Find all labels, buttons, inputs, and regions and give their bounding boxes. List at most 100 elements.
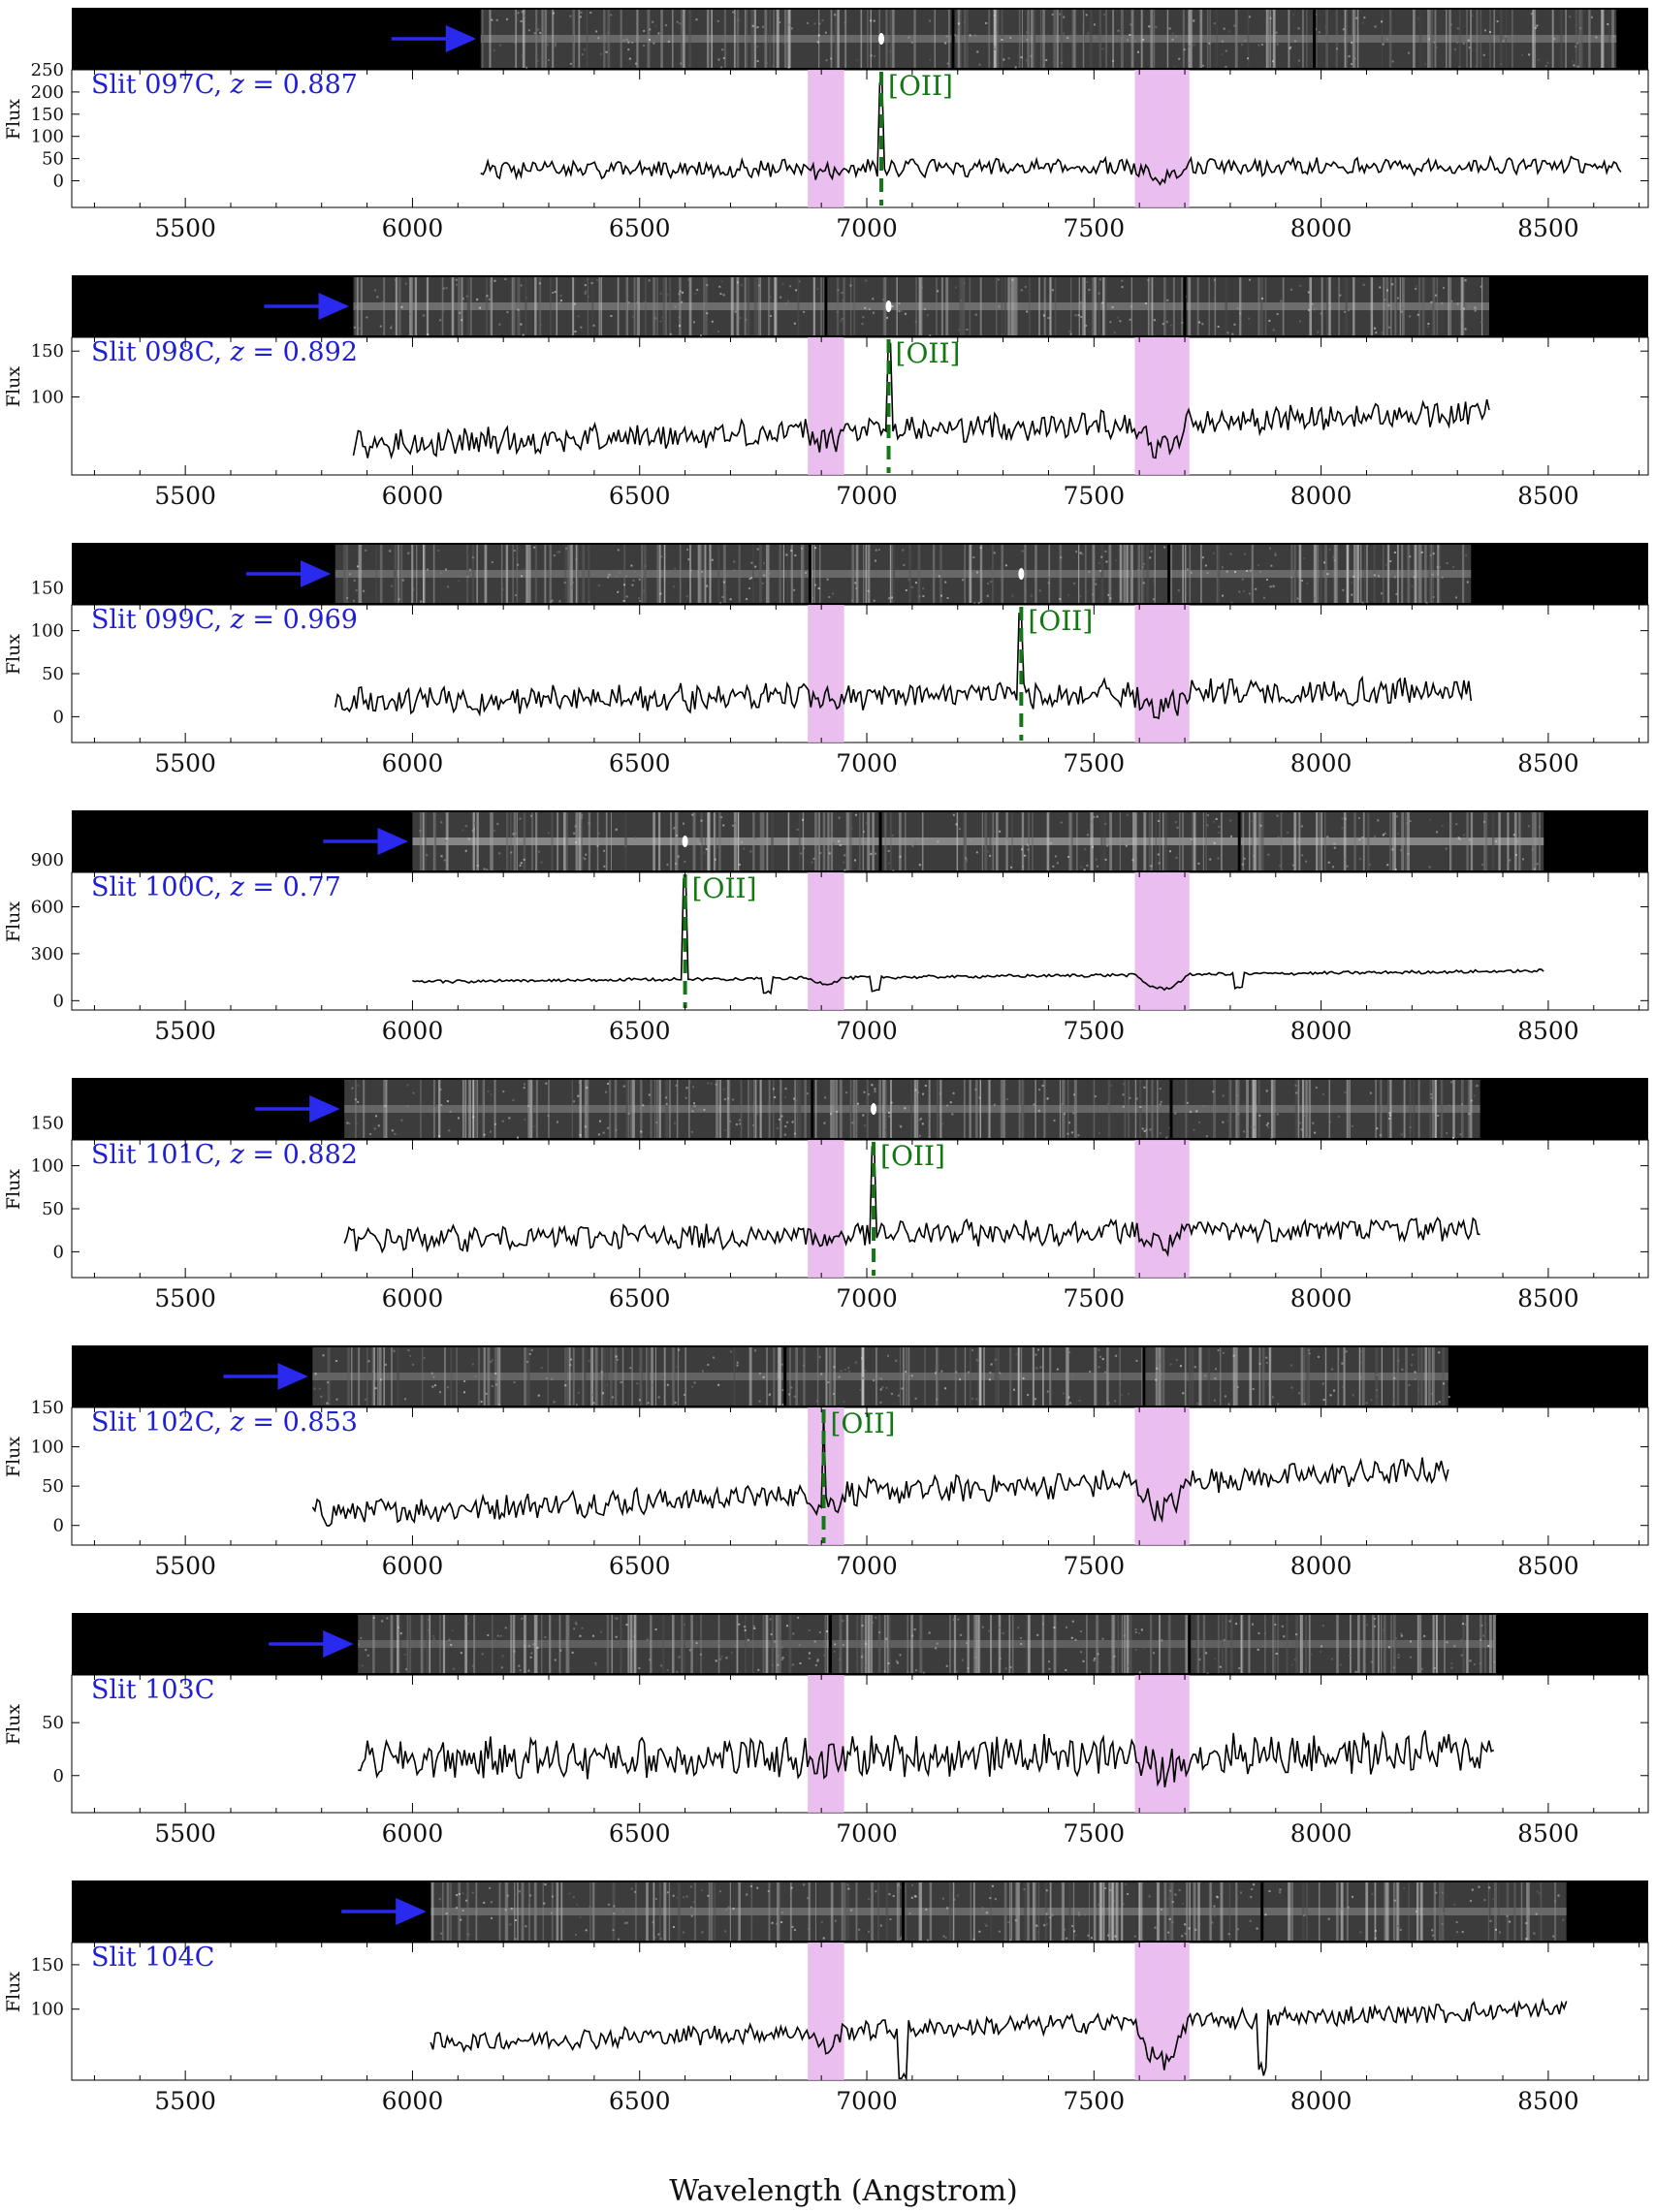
image-noise xyxy=(391,585,394,587)
image-noise xyxy=(1509,859,1512,862)
image-noise xyxy=(1061,61,1064,64)
image-noise xyxy=(1153,319,1156,322)
image-noise xyxy=(914,582,917,585)
image-noise xyxy=(1473,1094,1476,1097)
sky-line-streak xyxy=(729,1080,731,1138)
image-noise xyxy=(553,1401,556,1404)
sky-line-streak xyxy=(1189,545,1192,603)
image-noise xyxy=(596,844,599,847)
image-noise xyxy=(1107,1934,1110,1937)
image-noise xyxy=(1289,288,1292,291)
image-noise xyxy=(1213,278,1216,281)
image-noise xyxy=(533,1124,536,1127)
sky-line-streak xyxy=(1518,812,1521,870)
image-noise xyxy=(735,1123,738,1126)
sky-line-streak xyxy=(669,1080,671,1138)
image-noise xyxy=(1038,1089,1041,1091)
image-noise xyxy=(1103,14,1106,16)
image-noise xyxy=(888,597,891,600)
image-noise xyxy=(528,1352,531,1355)
image-noise xyxy=(971,1935,973,1938)
image-noise xyxy=(1186,568,1189,571)
sky-line-streak xyxy=(1306,10,1308,68)
image-noise xyxy=(1100,1903,1103,1906)
sky-line-streak xyxy=(505,545,509,603)
image-noise xyxy=(1079,1630,1082,1633)
image-noise xyxy=(493,1638,496,1641)
image-noise xyxy=(1215,817,1218,820)
image-noise xyxy=(758,1400,761,1403)
image-noise xyxy=(1212,552,1215,554)
sky-line-streak xyxy=(1048,545,1051,603)
sky-line-streak xyxy=(568,545,572,603)
image-noise xyxy=(777,1378,780,1381)
sky-line-streak xyxy=(1184,1347,1187,1406)
spectrum-image xyxy=(72,8,1648,70)
sky-line-streak xyxy=(355,1080,357,1138)
sky-line-streak xyxy=(1444,1615,1446,1673)
image-noise xyxy=(349,573,352,576)
image-noise xyxy=(706,585,709,587)
sky-line-streak xyxy=(740,1080,743,1138)
image-noise xyxy=(1047,582,1050,585)
image-noise xyxy=(761,25,764,28)
sky-line-streak xyxy=(663,1347,666,1406)
image-noise xyxy=(674,1122,677,1124)
sky-line-streak xyxy=(1017,1882,1020,1941)
image-noise xyxy=(1134,1116,1137,1119)
image-noise xyxy=(1409,1125,1412,1128)
image-noise xyxy=(751,1124,754,1127)
image-noise xyxy=(382,284,385,287)
sky-line-streak xyxy=(1100,545,1104,603)
image-noise xyxy=(499,1634,502,1637)
image-noise xyxy=(412,1091,415,1094)
image-noise xyxy=(732,11,735,14)
image-noise xyxy=(1122,1093,1125,1096)
image-noise xyxy=(675,834,678,837)
image-noise xyxy=(1136,568,1139,571)
image-noise xyxy=(461,1891,464,1894)
sky-line-streak xyxy=(990,1882,992,1941)
sky-line-streak xyxy=(780,1080,782,1138)
image-noise xyxy=(887,849,890,852)
image-noise xyxy=(353,326,356,329)
sky-line-streak xyxy=(609,1347,613,1406)
image-noise xyxy=(1126,813,1129,816)
image-noise xyxy=(576,1903,579,1906)
image-noise xyxy=(1495,1928,1498,1931)
image-noise xyxy=(1109,1889,1112,1892)
image-noise xyxy=(1217,857,1220,860)
image-noise xyxy=(1365,1402,1368,1405)
image-noise xyxy=(1298,1392,1301,1395)
sky-line-streak xyxy=(1220,812,1223,870)
sky-line-streak xyxy=(373,1347,375,1406)
image-noise xyxy=(1353,575,1355,578)
image-noise xyxy=(962,579,965,582)
image-noise xyxy=(781,1404,784,1406)
sky-line-streak xyxy=(1533,10,1537,68)
image-noise xyxy=(1272,585,1275,587)
image-noise xyxy=(585,853,588,856)
chip-gap xyxy=(902,1880,906,1943)
sky-line-streak xyxy=(1068,1882,1071,1941)
image-noise xyxy=(546,44,549,47)
image-noise xyxy=(928,1117,931,1120)
image-noise xyxy=(1047,317,1050,320)
sky-line-streak xyxy=(504,1882,507,1941)
image-noise xyxy=(648,1093,651,1096)
sky-line-streak xyxy=(1575,10,1577,68)
image-noise xyxy=(1370,311,1373,314)
sky-line-streak xyxy=(1096,1347,1098,1406)
image-noise xyxy=(683,1393,685,1396)
image-noise xyxy=(1377,819,1380,822)
sky-line-streak xyxy=(1430,545,1432,603)
image-noise xyxy=(1260,298,1263,300)
image-noise xyxy=(755,1113,758,1116)
sky-line-streak xyxy=(898,1882,900,1941)
sky-line-streak xyxy=(759,812,762,870)
image-noise xyxy=(891,596,894,599)
sky-line-streak xyxy=(1134,812,1137,870)
image-noise xyxy=(911,1634,914,1637)
image-noise xyxy=(378,1397,381,1400)
sky-line-streak xyxy=(814,812,817,870)
